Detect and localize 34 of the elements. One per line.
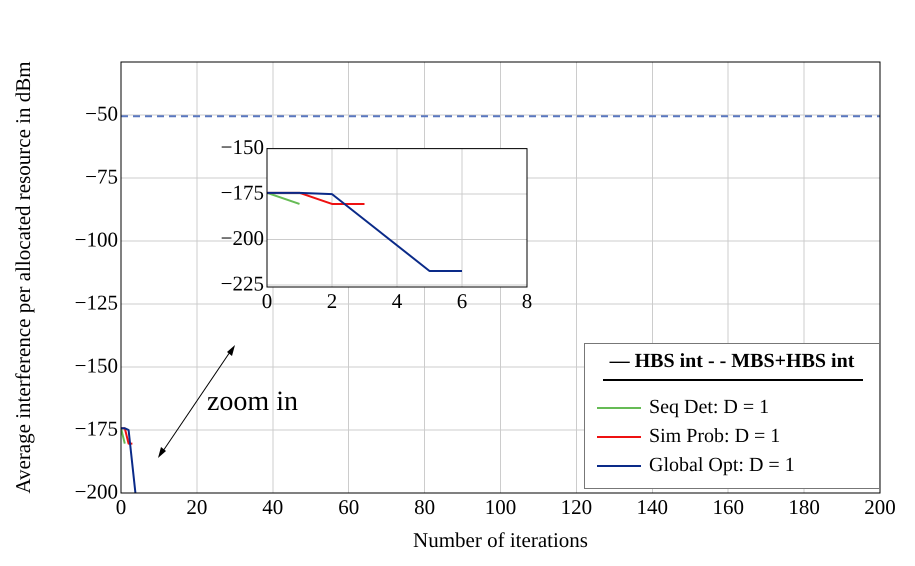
x-tick-label: 20 xyxy=(186,495,208,520)
legend-label: Seq Det: D = 1 xyxy=(649,396,770,419)
y-tick-label: −100 xyxy=(74,227,118,252)
x-tick-label: 0 xyxy=(262,289,272,314)
y-tick-label: −200 xyxy=(74,480,118,504)
y-tick-label: −125 xyxy=(74,290,118,314)
y-tick-label: −150 xyxy=(74,353,118,378)
x-tick-label: 180 xyxy=(788,495,820,520)
x-tick-label: 140 xyxy=(636,495,668,520)
y-tick-label: −200 xyxy=(220,226,264,250)
x-tick-label: 6 xyxy=(456,289,468,314)
x-tick-label: 0 xyxy=(116,495,126,520)
y-tick-label: −75 xyxy=(85,164,118,188)
y-axis-title: Average interference per allocated resource in dBm xyxy=(11,61,36,494)
y-tick-label: −175 xyxy=(74,416,118,441)
x-tick-label: 40 xyxy=(262,495,284,520)
y-tick-label: −150 xyxy=(220,135,264,160)
x-axis-title: Number of iterations xyxy=(413,528,588,552)
legend-label: Global Opt: D = 1 xyxy=(649,454,795,477)
legend-label: Sim Prob: D = 1 xyxy=(649,425,780,448)
y-tick-label: −50 xyxy=(85,101,118,126)
x-tick-label: 2 xyxy=(326,289,338,314)
x-tick-label: 60 xyxy=(338,495,360,520)
y-tick-label: −175 xyxy=(220,180,264,205)
legend-title: — HBS int - - MBS+HBS int xyxy=(608,350,856,373)
x-tick-label: 80 xyxy=(414,495,436,520)
x-tick-label: 120 xyxy=(560,495,592,520)
x-tick-label: 8 xyxy=(522,289,532,314)
x-tick-label: 200 xyxy=(864,495,896,520)
x-tick-label: 100 xyxy=(484,495,516,520)
x-tick-label: 4 xyxy=(392,289,403,314)
annotation: zoom in xyxy=(207,386,298,418)
y-tick-label: −225 xyxy=(220,272,264,296)
x-tick-label: 160 xyxy=(712,495,744,520)
